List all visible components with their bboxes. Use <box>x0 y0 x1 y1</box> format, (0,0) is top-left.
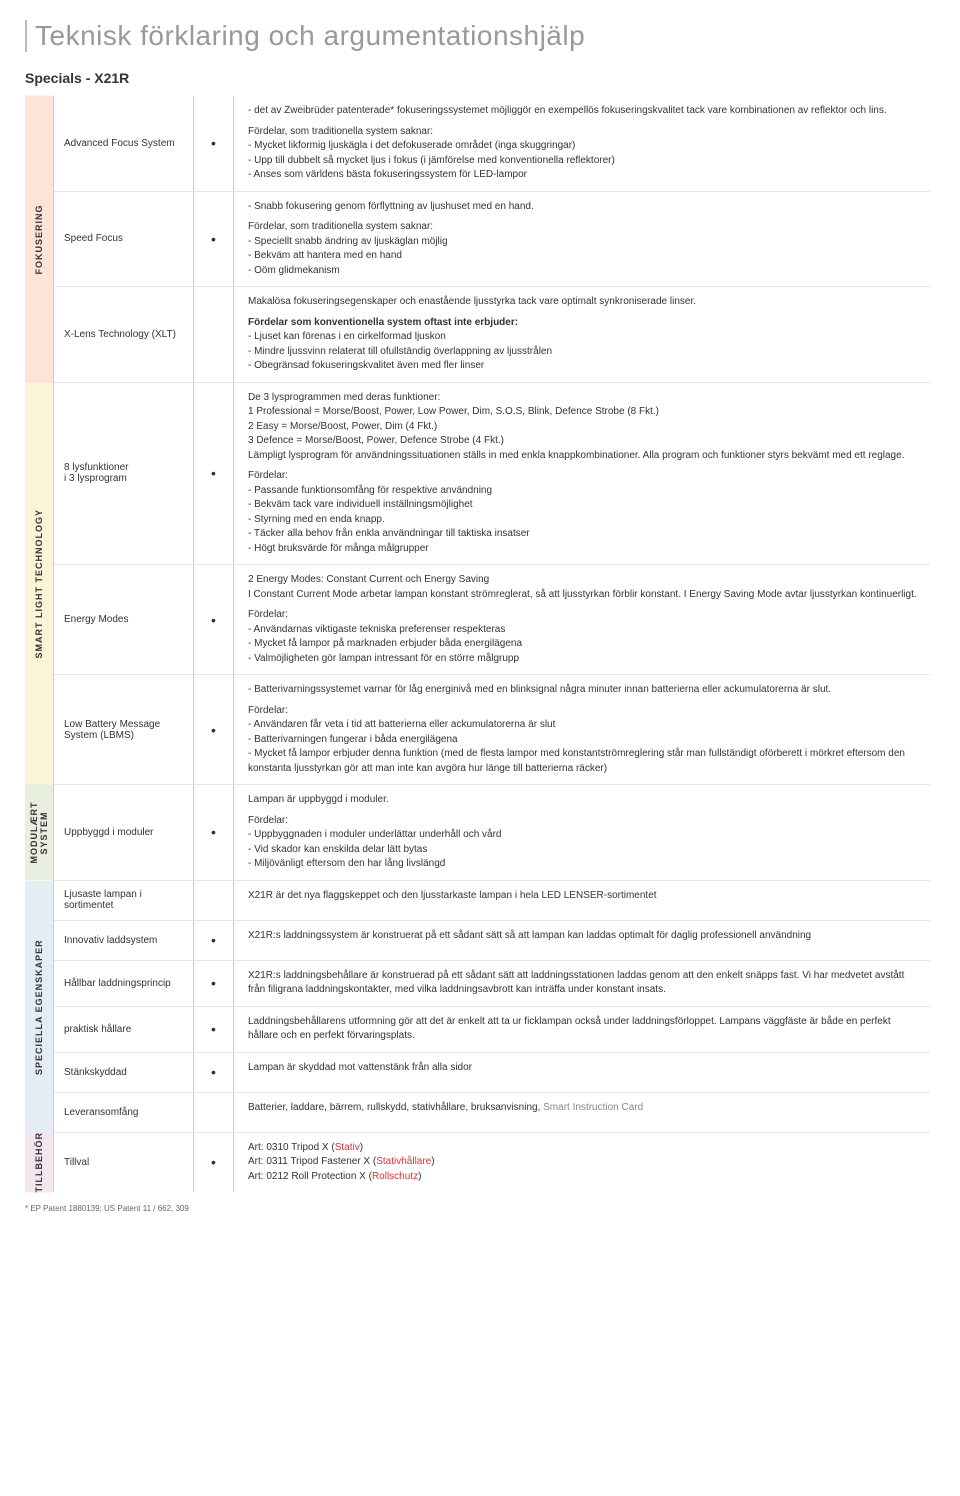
table-row: Uppbyggd i moduler•Lampan är uppbyggd i … <box>54 785 930 881</box>
feature-label: Uppbyggd i moduler <box>54 785 194 880</box>
feature-label: Leveransomfång <box>54 1093 194 1132</box>
footnote: * EP Patent 1880139; US Patent 11 / 662,… <box>25 1204 930 1213</box>
feature-dot: • <box>194 383 234 565</box>
feature-label: X-Lens Technology (XLT) <box>54 287 194 382</box>
category-label: FOKUSERING <box>25 96 53 383</box>
table-row: Ljusaste lampan i sortimentet X21R är det… <box>54 881 930 921</box>
feature-dot: • <box>194 192 234 287</box>
feature-description: Art: 0310 Tripod X (Stativ)Art: 0311 Tri… <box>234 1133 930 1193</box>
feature-description: - det av Zweibrüder patenterade* fokuser… <box>234 96 930 191</box>
feature-description: De 3 lysprogrammen med deras funktioner:… <box>234 383 930 565</box>
feature-label: Stänkskyddad <box>54 1053 194 1092</box>
feature-dot: • <box>194 1007 234 1052</box>
category-label: SMART LIGHT TECHNOLOGY <box>25 383 53 786</box>
feature-label: praktisk hållare <box>54 1007 194 1052</box>
feature-dot <box>194 287 234 382</box>
feature-dot: • <box>194 96 234 191</box>
category-column: FOKUSERINGSMART LIGHT TECHNOLOGYMODULÆRT… <box>25 96 53 1192</box>
table-row: Innovativ laddsystem•X21R:s laddningssys… <box>54 921 930 961</box>
feature-description: Lampan är uppbyggd i moduler.Fördelar:- … <box>234 785 930 880</box>
table-row: Advanced Focus System•- det av Zweibrüde… <box>54 96 930 192</box>
category-label: MODULÆRT SYSTEM <box>25 785 53 881</box>
feature-description: 2 Energy Modes: Constant Current och Ene… <box>234 565 930 674</box>
feature-label: Hållbar laddningsprincip <box>54 961 194 1006</box>
feature-label: Advanced Focus System <box>54 96 194 191</box>
feature-dot: • <box>194 921 234 960</box>
feature-description: X21R:s laddningsbehållare är konstruerad… <box>234 961 930 1006</box>
feature-label: Ljusaste lampan i sortimentet <box>54 881 194 920</box>
table-row: 8 lysfunktioner i 3 lysprogram•De 3 lysp… <box>54 383 930 566</box>
table-row: Leveransomfång Batterier, laddare, bärrem… <box>54 1093 930 1133</box>
spec-table: FOKUSERINGSMART LIGHT TECHNOLOGYMODULÆRT… <box>25 96 930 1192</box>
feature-description: - Snabb fokusering genom förflyttning av… <box>234 192 930 287</box>
table-row: Speed Focus•- Snabb fokusering genom för… <box>54 192 930 288</box>
table-row: praktisk hållare•Laddningsbehållarens ut… <box>54 1007 930 1053</box>
feature-label: Innovativ laddsystem <box>54 921 194 960</box>
feature-description: Lampan är skyddad mot vattenstänk från a… <box>234 1053 930 1092</box>
feature-dot: • <box>194 1133 234 1193</box>
feature-label: Low Battery Message System (LBMS) <box>54 675 194 784</box>
feature-description: - Batterivarningssystemet varnar för låg… <box>234 675 930 784</box>
table-row: Tillval•Art: 0310 Tripod X (Stativ)Art: … <box>54 1133 930 1193</box>
feature-label: 8 lysfunktioner i 3 lysprogram <box>54 383 194 565</box>
table-row: X-Lens Technology (XLT) Makalösa fokuseri… <box>54 287 930 383</box>
feature-dot: • <box>194 1053 234 1092</box>
category-label: SPECIELLA EGENSKAPER <box>25 881 53 1133</box>
table-row: Stänkskyddad•Lampan är skyddad mot vatte… <box>54 1053 930 1093</box>
feature-label: Energy Modes <box>54 565 194 674</box>
feature-dot: • <box>194 961 234 1006</box>
table-row: Low Battery Message System (LBMS)•- Batt… <box>54 675 930 785</box>
feature-dot: • <box>194 565 234 674</box>
feature-dot: • <box>194 675 234 784</box>
page-subtitle: Specials - X21R <box>25 70 930 86</box>
feature-description: X21R är det nya flaggskeppet och den lju… <box>234 881 930 920</box>
feature-description: Makalösa fokuseringsegenskaper och enast… <box>234 287 930 382</box>
feature-description: X21R:s laddningssystem är konstruerat på… <box>234 921 930 960</box>
feature-dot <box>194 881 234 920</box>
page-title: Teknisk förklaring och argumentationshjä… <box>25 20 930 52</box>
content-column: Advanced Focus System•- det av Zweibrüde… <box>53 96 930 1192</box>
table-row: Energy Modes•2 Energy Modes: Constant Cu… <box>54 565 930 675</box>
category-label: TILLBEHÖR <box>25 1133 53 1193</box>
feature-description: Batterier, laddare, bärrem, rullskydd, s… <box>234 1093 930 1132</box>
feature-description: Laddningsbehållarens utformning gör att … <box>234 1007 930 1052</box>
feature-dot: • <box>194 785 234 880</box>
feature-label: Speed Focus <box>54 192 194 287</box>
feature-dot <box>194 1093 234 1132</box>
table-row: Hållbar laddningsprincip•X21R:s laddning… <box>54 961 930 1007</box>
feature-label: Tillval <box>54 1133 194 1193</box>
